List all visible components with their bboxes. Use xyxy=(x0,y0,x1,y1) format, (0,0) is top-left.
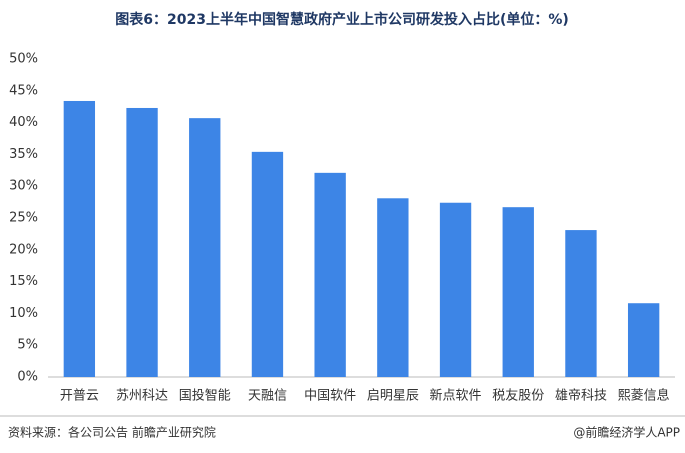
y-tick-label: 35% xyxy=(9,147,38,162)
bar xyxy=(627,303,660,377)
bar xyxy=(126,107,158,378)
x-tick-label: 天融信 xyxy=(248,389,287,404)
source: 资料来源：各公司公告 前瞻产业研究院 xyxy=(8,425,216,440)
bar xyxy=(502,207,534,377)
x-tick-label: 苏州科达 xyxy=(116,388,168,404)
y-tick-label: 15% xyxy=(9,274,38,289)
x-tick-label: 开普云 xyxy=(60,389,99,404)
bar xyxy=(565,230,597,377)
y-tick-label: 20% xyxy=(9,242,38,257)
y-tick-label: 25% xyxy=(9,211,38,226)
y-tick-label: 10% xyxy=(9,306,38,321)
x-tick-label: 启明星辰 xyxy=(367,389,419,404)
x-tick-label: 国投智能 xyxy=(179,388,231,404)
bar xyxy=(314,172,346,377)
x-tick-label: 中国软件 xyxy=(304,389,356,404)
bar xyxy=(189,118,221,377)
bar xyxy=(63,100,96,377)
bar xyxy=(439,202,472,377)
x-tick-label: 新点软件 xyxy=(430,388,482,404)
y-tick-label: 0% xyxy=(17,370,38,385)
bar xyxy=(377,198,409,377)
y-tick-label: 45% xyxy=(9,83,38,98)
x-tick-label: 熙菱信息 xyxy=(618,388,670,404)
y-tick-label: 40% xyxy=(9,115,38,130)
credit: @前瞻经济学人APP xyxy=(573,425,680,440)
x-tick-label: 雄帝科技 xyxy=(555,388,607,404)
y-tick-label: 50% xyxy=(9,52,38,67)
chart-title: 图表6：2023上半年中国智慧政府产业上市公司研发投入占比(单位：%) xyxy=(115,11,569,28)
x-tick-label: 税友股份 xyxy=(492,388,544,404)
y-tick-label: 5% xyxy=(17,338,38,353)
y-tick-label: 30% xyxy=(9,179,38,194)
bar xyxy=(251,151,284,377)
